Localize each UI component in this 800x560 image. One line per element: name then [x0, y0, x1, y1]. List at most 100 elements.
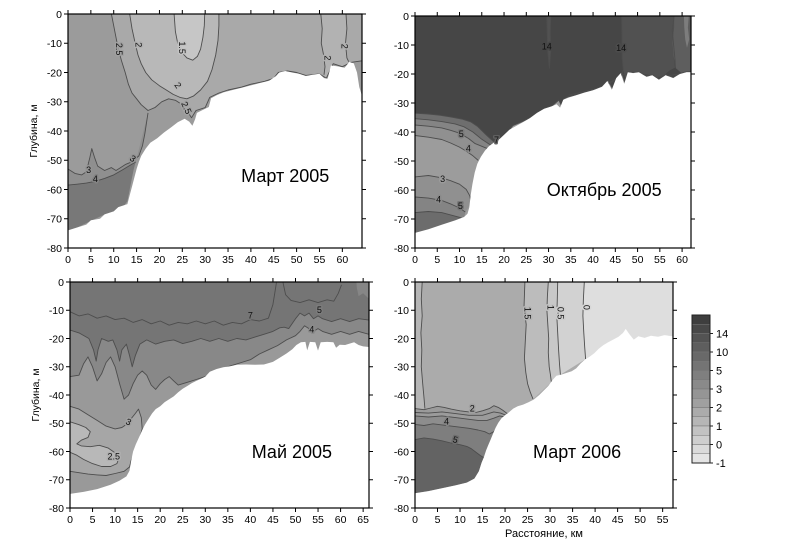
- contour-label: 1.5: [177, 41, 187, 54]
- contour-line: [582, 282, 587, 360]
- x-tick-label: 40: [245, 254, 257, 266]
- x-tick-label: 55: [657, 514, 669, 526]
- y-tick-label: 0: [56, 9, 62, 21]
- colorbar-cell: [691, 398, 711, 408]
- x-tick-label: 20: [498, 254, 510, 266]
- contour-label: 4: [466, 144, 471, 154]
- y-tick-label: -40: [49, 390, 64, 402]
- x-tick-label: 55: [314, 254, 326, 266]
- contour-line: [415, 405, 512, 417]
- contour-label: 4: [93, 174, 98, 184]
- x-tick-label: 50: [632, 254, 644, 266]
- y-tick-label: -50: [394, 418, 409, 430]
- contour-band-4-5: [415, 118, 491, 149]
- x-tick-label: 35: [222, 514, 234, 526]
- x-tick-label: 10: [109, 514, 121, 526]
- contour-band-2-2.5: [70, 421, 119, 467]
- colorbar-tick-label: 1: [716, 421, 722, 433]
- contour-line: [70, 421, 120, 467]
- contour-line: [320, 14, 326, 75]
- y-tick-label: -30: [394, 362, 409, 374]
- contour-line: [70, 405, 143, 476]
- y-tick-label: -20: [49, 333, 64, 345]
- colorbar-tick-label: 0: [716, 439, 722, 451]
- seafloor-region: [70, 341, 369, 508]
- contour-line: [415, 135, 479, 161]
- contour-label: 5: [317, 305, 322, 315]
- y-tick-label: -10: [49, 305, 64, 317]
- contour-band-7-10: [683, 16, 690, 48]
- x-tick-label: 50: [291, 254, 303, 266]
- colorbar-tick-label: -1: [716, 458, 726, 470]
- x-tick-label: 30: [543, 254, 555, 266]
- contour-label: 3: [124, 416, 133, 427]
- contour-line: [415, 196, 466, 213]
- contour-line: [671, 16, 676, 68]
- contour-band-5-10: [70, 282, 369, 367]
- contour-band-1-1.5: [524, 282, 552, 399]
- x-tick-label: 30: [199, 254, 211, 266]
- colorbar-cell: [691, 361, 711, 371]
- colorbar-cell: [691, 416, 711, 427]
- x-tick-label: 5: [88, 254, 94, 266]
- y-tick-label: -60: [394, 446, 409, 458]
- contour-band-0-0.5: [556, 282, 586, 375]
- y-tick-label: -70: [49, 475, 64, 487]
- contour-line: [415, 175, 472, 204]
- contour-band-4-5: [70, 313, 369, 400]
- contour-label: 0.5: [555, 307, 565, 320]
- contour-band-5-7: [415, 211, 464, 233]
- y-tick-label: -80: [47, 243, 62, 255]
- y-tick-label: -70: [394, 214, 409, 226]
- x-tick-label: 30: [544, 514, 556, 526]
- contour-band-3-4: [68, 112, 148, 186]
- y-tick-label: -20: [47, 67, 62, 79]
- y-tick-label: -20: [394, 333, 409, 345]
- x-tick-label: 45: [267, 514, 279, 526]
- x-tick-label: 30: [199, 514, 211, 526]
- contour-line: [173, 14, 206, 61]
- x-tick-label: 45: [609, 254, 621, 266]
- colorbar-tick-label: 10: [716, 347, 728, 359]
- x-tick-label: 20: [154, 514, 166, 526]
- contour-line: [420, 282, 426, 409]
- seafloor-region: [415, 72, 691, 248]
- x-tick-label: 40: [587, 254, 599, 266]
- x-tick-label: 10: [454, 514, 466, 526]
- panel-title: Май 2005: [252, 442, 332, 462]
- contour-line: [556, 282, 561, 375]
- x-tick-label: 15: [476, 254, 488, 266]
- contour-label: 2.5: [114, 43, 124, 56]
- colorbar-cell: [691, 342, 711, 353]
- contour-label: 1.5: [522, 307, 532, 320]
- panel-title: Октябрь 2005: [547, 180, 662, 200]
- x-tick-label: 50: [634, 514, 646, 526]
- contour-label: 14: [616, 43, 626, 53]
- y-tick-label: -60: [394, 185, 409, 197]
- contour-line: [68, 161, 136, 186]
- y-tick-label: -60: [47, 184, 62, 196]
- x-tick-label: 20: [499, 514, 511, 526]
- contour-label: 7: [494, 135, 499, 145]
- x-tick-label: 10: [454, 254, 466, 266]
- y-tick-label: -20: [394, 69, 409, 81]
- contour-band-4-5: [68, 162, 136, 231]
- y-tick-label: -10: [394, 305, 409, 317]
- contour-label: 2: [134, 42, 144, 47]
- contour-line: [70, 282, 277, 326]
- contour-line: [415, 437, 485, 459]
- plot-area: [68, 14, 362, 248]
- colorbar-tick-label: 14: [716, 328, 728, 340]
- contour-label: 5: [459, 129, 464, 139]
- contour-label: 2: [323, 55, 333, 60]
- x-tick-label: 5: [90, 514, 96, 526]
- plot-area: [415, 282, 673, 508]
- contour-label: 2: [339, 44, 349, 49]
- colorbar-cell: [691, 444, 711, 454]
- y-tick-label: -40: [47, 126, 62, 138]
- x-tick-label: 60: [336, 254, 348, 266]
- contour-line: [110, 14, 362, 119]
- y-tick-label: 0: [403, 11, 409, 23]
